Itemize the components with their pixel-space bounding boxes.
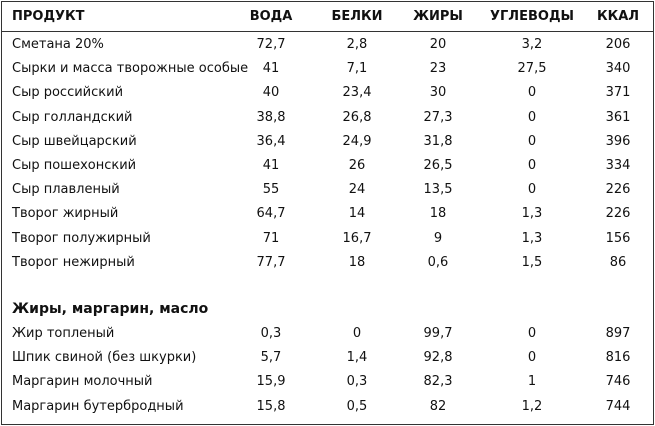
product-cell: Сыр голландский xyxy=(12,109,133,125)
value-cell: 0,3 xyxy=(260,326,282,341)
value-cell: 1,5 xyxy=(521,254,543,270)
value-cell: 27,3 xyxy=(423,109,453,125)
value-cell: 0 xyxy=(527,85,537,101)
value-cell: 0,6 xyxy=(427,254,449,270)
product-cell: Творог полужирный xyxy=(12,230,151,246)
value-cell: 24 xyxy=(348,182,366,198)
value-cell: 27,5 xyxy=(517,61,547,77)
value-cell: 1 xyxy=(527,374,537,390)
value-cell: 5,7 xyxy=(260,350,282,366)
value-cell: 23,4 xyxy=(342,85,372,101)
value-cell: 15,8 xyxy=(256,398,286,414)
column-header: УГЛЕВОДЫ xyxy=(490,9,574,24)
value-cell: 18 xyxy=(429,206,447,222)
value-cell: 26 xyxy=(348,158,366,173)
value-cell: 30 xyxy=(429,85,447,101)
value-cell: 99,7 xyxy=(423,326,453,341)
value-cell: 82 xyxy=(429,398,447,414)
value-cell: 7,1 xyxy=(346,61,368,77)
value-cell: 71 xyxy=(262,230,280,246)
value-cell: 340 xyxy=(605,61,631,77)
value-cell: 9 xyxy=(433,230,443,246)
value-cell: 226 xyxy=(605,182,631,198)
value-cell: 1,4 xyxy=(346,350,368,366)
product-cell: Маргарин молочный xyxy=(12,374,153,390)
column-header: ККАЛ xyxy=(596,9,640,24)
value-cell: 226 xyxy=(605,206,631,222)
header-rule xyxy=(1,31,654,32)
value-cell: 1,3 xyxy=(521,230,543,246)
value-cell: 36,4 xyxy=(256,133,286,149)
value-cell: 371 xyxy=(605,85,631,101)
value-cell: 0 xyxy=(527,350,537,366)
value-cell: 13,5 xyxy=(423,182,453,198)
value-cell: 0,5 xyxy=(346,398,368,414)
value-cell: 0 xyxy=(527,182,537,198)
product-cell: Творог нежирный xyxy=(12,254,135,270)
product-cell: Сыр российский xyxy=(12,85,124,101)
value-cell: 31,8 xyxy=(423,133,453,149)
value-cell: 0 xyxy=(527,109,537,125)
value-cell: 72,7 xyxy=(256,37,286,52)
value-cell: 334 xyxy=(605,158,631,173)
product-cell: Шпик свиной (без шкурки) xyxy=(12,350,197,366)
value-cell: 18 xyxy=(348,254,366,270)
value-cell: 40 xyxy=(262,85,280,101)
value-cell: 746 xyxy=(605,374,631,390)
value-cell: 206 xyxy=(605,37,631,52)
value-cell: 92,8 xyxy=(423,350,453,366)
value-cell: 26,8 xyxy=(342,109,372,125)
value-cell: 24,9 xyxy=(342,133,372,149)
value-cell: 396 xyxy=(605,133,631,149)
column-header: ВОДА xyxy=(249,9,293,24)
column-header: ПРОДУКТ xyxy=(12,9,85,24)
value-cell: 0 xyxy=(527,158,537,173)
value-cell: 26,5 xyxy=(423,158,453,173)
value-cell: 14 xyxy=(348,206,366,222)
product-cell: Сыр швейцарский xyxy=(12,133,137,149)
value-cell: 86 xyxy=(609,254,627,270)
value-cell: 2,8 xyxy=(346,37,368,52)
value-cell: 1,3 xyxy=(521,206,543,222)
product-cell: Жир топленый xyxy=(12,326,115,341)
product-cell: Творог жирный xyxy=(12,206,119,222)
value-cell: 897 xyxy=(605,326,631,341)
product-cell: Сырки и масса творожные особые xyxy=(12,61,249,77)
value-cell: 0,3 xyxy=(346,374,368,390)
product-cell: Сыр пошехонский xyxy=(12,158,137,173)
value-cell: 15,9 xyxy=(256,374,286,390)
value-cell: 0 xyxy=(352,326,362,341)
value-cell: 77,7 xyxy=(256,254,286,270)
value-cell: 41 xyxy=(262,61,280,77)
value-cell: 1,2 xyxy=(521,398,543,414)
product-cell: Маргарин бутербродный xyxy=(12,398,184,414)
column-header: БЕЛКИ xyxy=(331,9,383,24)
column-header: ЖИРЫ xyxy=(413,9,463,24)
value-cell: 156 xyxy=(605,230,631,246)
value-cell: 55 xyxy=(262,182,280,198)
value-cell: 0 xyxy=(527,133,537,149)
section-title: Жиры, маргарин, масло xyxy=(12,301,209,317)
value-cell: 0 xyxy=(527,326,537,341)
value-cell: 816 xyxy=(605,350,631,366)
value-cell: 64,7 xyxy=(256,206,286,222)
product-cell: Сметана 20% xyxy=(12,37,104,52)
value-cell: 41 xyxy=(262,158,280,173)
value-cell: 744 xyxy=(605,398,631,414)
value-cell: 20 xyxy=(429,37,447,52)
value-cell: 361 xyxy=(605,109,631,125)
product-cell: Сыр плавленый xyxy=(12,182,120,198)
value-cell: 38,8 xyxy=(256,109,286,125)
value-cell: 3,2 xyxy=(521,37,543,52)
value-cell: 82,3 xyxy=(423,374,453,390)
value-cell: 16,7 xyxy=(342,230,372,246)
value-cell: 23 xyxy=(429,61,447,77)
